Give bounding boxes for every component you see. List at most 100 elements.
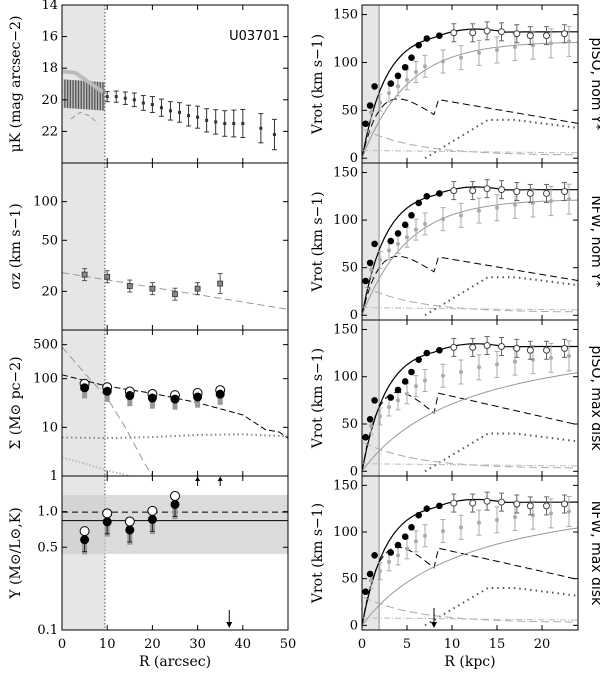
rc-open-point-3-0: [450, 499, 458, 507]
rc-open-point-0-3: [498, 28, 505, 36]
Sigma-ytick-label-100: 100: [33, 372, 58, 387]
rc-open-point-2-7: [561, 344, 568, 352]
sb-ytick-label-18: 18: [41, 61, 58, 76]
Upsilon-point-4: [170, 499, 180, 509]
sigma-panel: 20 50 100 σz (km s−1): [8, 195, 289, 310]
rc-gray-point-1-4: [405, 235, 409, 240]
rc-filled-point-1-9: [436, 190, 443, 197]
rc-gray-point-2-7: [441, 373, 445, 378]
rc-gray-point-3-9: [477, 520, 481, 525]
right-xtick-label-0: 0: [358, 637, 366, 652]
rc-open-point-0-4: [513, 30, 521, 38]
rc-open-point-0-2: [483, 27, 491, 35]
rc-gas-1: [424, 276, 579, 317]
rc-stellar-disk-1: [361, 255, 579, 316]
rc-ytick-label-3-150: 150: [333, 478, 358, 493]
rc-filled-point-0-4: [394, 72, 402, 80]
rc-gray-point-0-5: [414, 70, 418, 75]
rc-ytick-label-1-50: 50: [341, 261, 358, 276]
left-xtick-label-30: 30: [189, 637, 206, 652]
rc-gray-point-3-11: [513, 515, 517, 520]
rc-filled-point-3-8: [423, 505, 431, 512]
sigma-ytick-label-50: 50: [41, 233, 58, 248]
rc-halo-3: [361, 527, 579, 626]
Sigma-ytick-label-10: 10: [41, 420, 58, 435]
rc-gray-point-1-14: [567, 197, 571, 202]
rc-filled-point-2-5: [401, 378, 409, 385]
rc-gray-point-2-9: [477, 365, 481, 370]
sb-point-10: [196, 115, 200, 119]
rc-open-point-1-4: [513, 188, 521, 196]
rc-panel-1: 0 50 100 150 Vrot (km s−1) NFW, nom Υ*: [310, 162, 600, 323]
rc-filled-point-3-0: [362, 588, 369, 596]
rc-ytick-label-2-50: 50: [341, 417, 358, 432]
rc-ytick-label-2-100: 100: [333, 370, 358, 385]
rc-filled-point-2-9: [436, 346, 443, 354]
Upsilon-ytick-label-0.5: 0.5: [37, 540, 58, 555]
sb-point-4: [141, 101, 145, 105]
right-xtick-label-15: 15: [489, 637, 506, 652]
rc-ytick-label-1-0: 0: [350, 308, 358, 323]
rc-gray-point-0-10: [495, 48, 499, 53]
Sigma-point-2: [125, 391, 135, 401]
Sigma-point-5: [193, 392, 203, 402]
rc-gray-point-0-13: [549, 41, 553, 46]
sb-point-6: [159, 106, 163, 110]
rc-gray-point-1-6: [423, 221, 427, 226]
rc-gray-point-0-0: [369, 110, 373, 115]
rc-gray-point-0-3: [396, 84, 400, 89]
rc-gray-point-0-2: [387, 91, 391, 96]
rc-gray-point-3-5: [414, 539, 418, 544]
Upsilon-open-4: [170, 490, 180, 501]
sb-point-2: [123, 96, 127, 100]
rc-halo-1: [361, 199, 579, 316]
rc-gas-0: [424, 118, 579, 160]
rc-dashdot-2: [361, 463, 579, 467]
rc-total-fit-0: [361, 28, 578, 159]
sb-point-16: [259, 126, 263, 130]
Sigma-point-4: [170, 394, 180, 404]
Upsilon-panel: 0.1 0.5 1.0 Υ (M⊙/L⊙,K): [8, 476, 288, 638]
galaxy-name: U03701: [229, 29, 280, 44]
rc-gray-point-3-8: [459, 525, 463, 530]
sb-ytick-label-14: 14: [41, 0, 58, 13]
Upsilon-open-2: [124, 516, 135, 527]
rc-filled-point-3-5: [401, 533, 409, 540]
rc-open-point-3-6: [543, 502, 550, 510]
rc-ytick-label-3-100: 100: [333, 525, 358, 540]
sigma-ytick-label-20: 20: [41, 284, 58, 299]
Upsilon-ytick-label-0.1: 0.1: [37, 623, 58, 638]
left-x-axis-label: R (arcsec): [139, 654, 211, 670]
Sigma-point-0: [80, 383, 90, 393]
rc-total-fit-1: [361, 186, 578, 316]
Upsilon-point-0: [80, 535, 90, 545]
rc-gray-point-0-7: [441, 59, 445, 64]
rc-gray-point-3-7: [441, 529, 445, 534]
rc-filled-point-1-7: [415, 199, 423, 207]
rc-gray-point-1-8: [459, 213, 463, 218]
rc-ylabel-3: Vrot (km s−1): [310, 503, 326, 604]
rc-filled-point-3-2: [371, 552, 378, 559]
rc-open-point-0-6: [543, 32, 550, 40]
rc-filled-point-0-8: [423, 35, 431, 42]
rc-open-point-2-4: [513, 344, 521, 352]
rc-gray-point-3-10: [495, 517, 499, 522]
rc-filled-point-0-1: [366, 102, 374, 109]
rc-gray-point-1-2: [387, 248, 391, 253]
sb-panel: 14 16 18 20 22 μK (mag arcsec−2): [8, 0, 288, 152]
rc-filled-point-1-6: [408, 212, 415, 219]
left-xtick-label-50: 50: [280, 637, 297, 652]
bulge-shade-2: [62, 330, 105, 476]
rc-open-point-0-1: [469, 29, 477, 37]
rc-open-point-2-1: [469, 343, 477, 351]
rc-filled-point-1-1: [366, 259, 374, 267]
rc-gas-2: [424, 432, 579, 473]
Sigma-point-3: [147, 393, 157, 403]
rc-stellar-disk-3: [361, 546, 579, 626]
sb-disk-fit: [70, 111, 99, 124]
rc-stellar-disk-2: [361, 391, 579, 472]
rc-ytick-label-2-0: 0: [350, 464, 358, 479]
rc-panel-2: 0 50 100 150 Vrot (km s−1) pISO, max disk: [310, 319, 600, 479]
rc-ytick-label-0-0: 0: [350, 151, 358, 166]
